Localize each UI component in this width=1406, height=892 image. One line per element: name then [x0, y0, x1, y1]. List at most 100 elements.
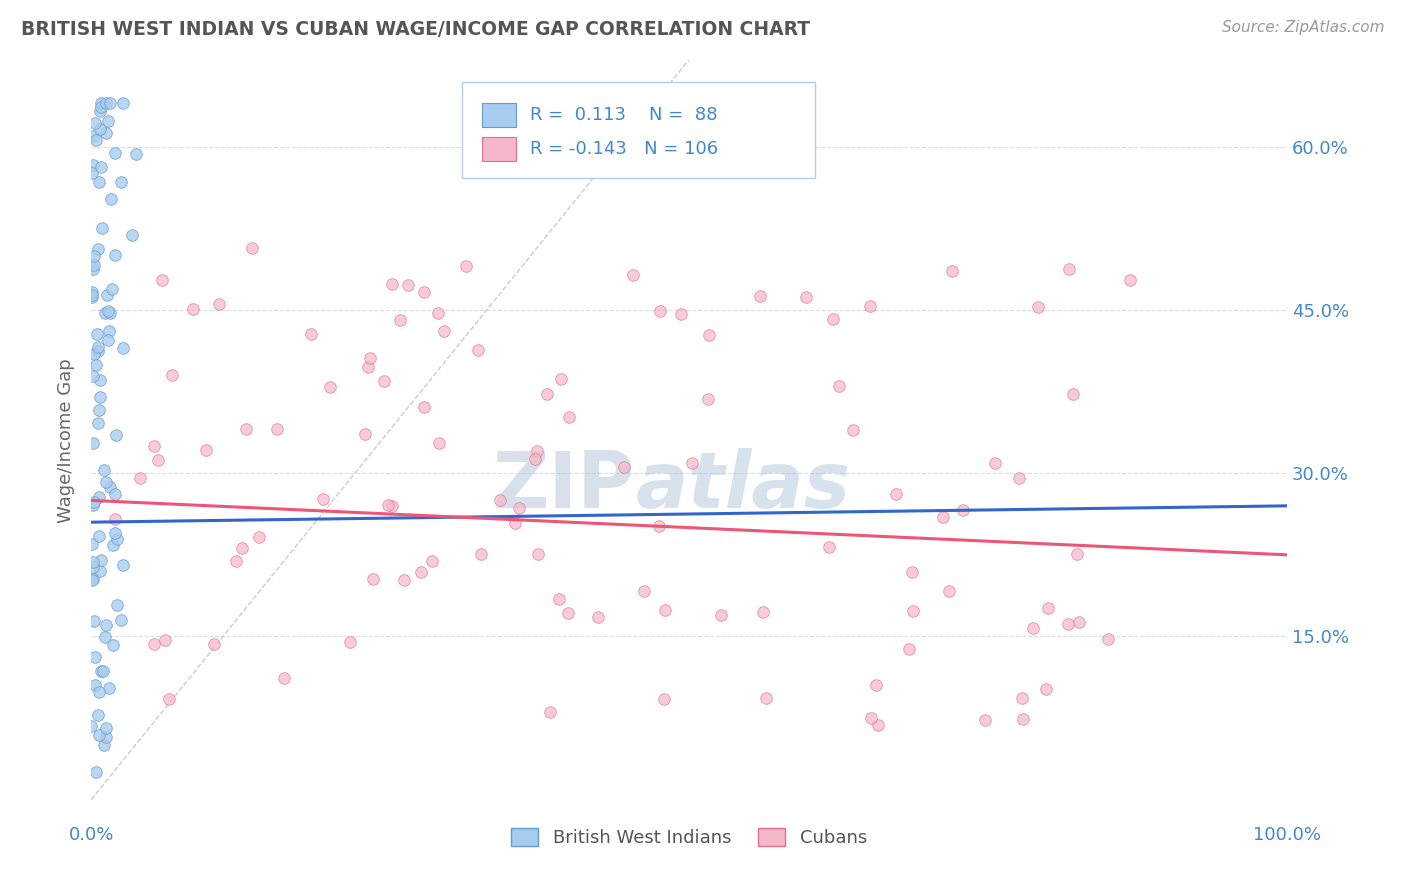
Point [821, 311, 844, 326]
Point [413, 400, 436, 414]
Point [94, 721, 117, 735]
Point [89, 121, 111, 136]
Point [94, 96, 117, 111]
Point [860, 711, 883, 725]
Point [100, 480, 122, 494]
Point [654, 602, 676, 616]
Point [755, 690, 778, 705]
Text: R = -0.143   N = 106: R = -0.143 N = 106 [530, 140, 718, 158]
Point [235, 422, 257, 436]
Point [82, 555, 104, 569]
Point [87, 242, 110, 256]
Point [146, 452, 169, 467]
Point [697, 392, 720, 406]
Point [225, 554, 247, 568]
Point [361, 572, 384, 586]
Point [87, 685, 110, 699]
Point [1038, 601, 1060, 615]
Point [652, 692, 675, 706]
Point [84, 133, 107, 147]
FancyBboxPatch shape [461, 82, 814, 178]
Point [93, 631, 115, 645]
Point [411, 566, 433, 580]
Point [90, 100, 112, 114]
Point [381, 499, 404, 513]
Point [697, 327, 720, 342]
Legend: British West Indians, Cubans: British West Indians, Cubans [503, 821, 875, 855]
Point [433, 325, 456, 339]
Point [83, 116, 105, 130]
Point [89, 529, 111, 543]
Point [312, 491, 335, 506]
Point [456, 259, 478, 273]
Point [526, 547, 548, 561]
FancyBboxPatch shape [482, 103, 516, 128]
Point [87, 708, 110, 723]
Point [488, 493, 510, 508]
Point [357, 359, 380, 374]
Point [90, 161, 112, 175]
Point [80, 288, 103, 302]
Point [938, 584, 960, 599]
Point [884, 486, 907, 500]
Point [710, 608, 733, 623]
Point [153, 633, 176, 648]
Point [932, 510, 955, 524]
Point [650, 304, 672, 318]
Point [142, 439, 165, 453]
Point [231, 541, 253, 555]
Point [84, 358, 107, 372]
Point [381, 277, 404, 292]
Point [104, 248, 127, 262]
Point [1062, 387, 1084, 401]
FancyBboxPatch shape [482, 136, 516, 161]
Point [104, 487, 127, 501]
Point [129, 470, 152, 484]
Point [82, 285, 104, 299]
Point [195, 443, 218, 458]
Point [100, 192, 122, 206]
Point [1066, 547, 1088, 561]
Point [82, 261, 104, 276]
Point [648, 518, 671, 533]
Point [508, 501, 530, 516]
Point [91, 664, 114, 678]
Point [524, 451, 547, 466]
Point [392, 573, 415, 587]
Point [467, 343, 489, 357]
Point [550, 372, 572, 386]
Point [897, 642, 920, 657]
Point [633, 583, 655, 598]
Point [536, 386, 558, 401]
Point [91, 220, 114, 235]
Point [354, 427, 377, 442]
Point [101, 638, 124, 652]
Point [1011, 690, 1033, 705]
Point [903, 604, 925, 618]
Point [160, 368, 183, 382]
Point [97, 333, 120, 347]
Point [82, 128, 104, 143]
Point [83, 678, 105, 692]
Point [87, 340, 110, 354]
Point [111, 341, 134, 355]
Point [104, 145, 127, 160]
Point [157, 692, 180, 706]
Point [94, 305, 117, 319]
Point [82, 166, 104, 180]
Point [104, 525, 127, 540]
Point [359, 351, 381, 365]
Point [1067, 615, 1090, 629]
Point [557, 606, 579, 620]
Point [87, 344, 110, 359]
Point [94, 730, 117, 744]
Y-axis label: Wage/Income Gap: Wage/Income Gap [58, 359, 75, 523]
Point [80, 290, 103, 304]
Point [97, 114, 120, 128]
Point [94, 475, 117, 489]
Point [865, 678, 887, 692]
Point [817, 540, 839, 554]
Point [82, 560, 104, 574]
Point [110, 613, 132, 627]
Point [373, 374, 395, 388]
